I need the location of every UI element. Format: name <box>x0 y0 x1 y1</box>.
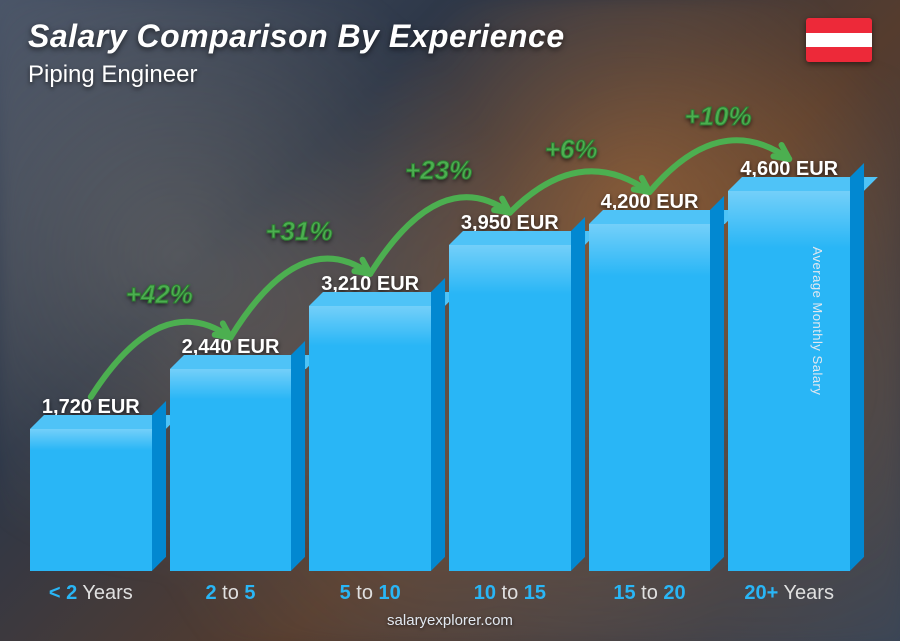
x-axis-label: < 2 Years <box>30 582 152 605</box>
x-axis-label: 20+ Years <box>728 582 850 605</box>
percent-increase-label: +23% <box>405 155 472 186</box>
chart-area: 1,720 EUR< 2 Years2,440 EUR2 to 53,210 E… <box>30 140 850 571</box>
x-axis-label: 15 to 20 <box>589 582 711 605</box>
chart-subtitle: Piping Engineer <box>28 61 565 89</box>
x-axis-label: 5 to 10 <box>309 582 431 605</box>
percent-increase-label: +42% <box>126 279 193 310</box>
increase-arrow-icon <box>30 140 850 571</box>
percent-increase-label: +6% <box>545 134 598 165</box>
flag-stripe <box>806 47 872 62</box>
bar-face-side <box>850 163 864 571</box>
footer-attribution: salaryexplorer.com <box>0 612 900 629</box>
x-axis-label: 10 to 15 <box>449 582 571 605</box>
chart-title: Salary Comparison By Experience <box>28 18 565 55</box>
flag-stripe <box>806 33 872 48</box>
percent-increase-label: +10% <box>684 101 751 132</box>
x-axis-label: 2 to 5 <box>170 582 292 605</box>
header: Salary Comparison By Experience Piping E… <box>28 18 872 89</box>
percent-increase-label: +31% <box>265 216 332 247</box>
flag-austria-icon <box>806 18 872 62</box>
flag-stripe <box>806 18 872 33</box>
title-block: Salary Comparison By Experience Piping E… <box>28 18 565 89</box>
